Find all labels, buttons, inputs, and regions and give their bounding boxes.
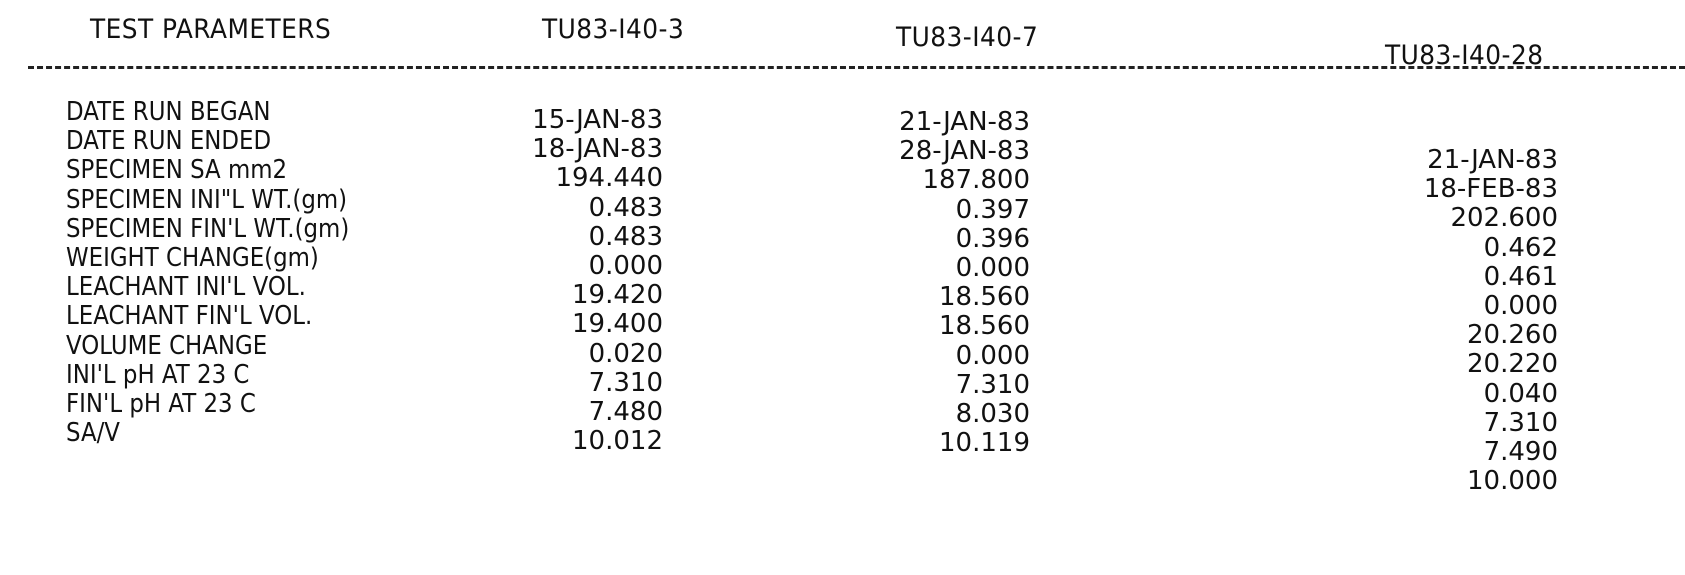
- row-label: SPECIMEN INI"L WT.(gm): [66, 184, 348, 215]
- cell-value: 0.461: [1483, 261, 1558, 292]
- row-label: LEACHANT INI'L VOL.: [66, 272, 306, 303]
- cell-value: 0.000: [955, 340, 1030, 371]
- cell-value: 21-JAN-83: [899, 107, 1030, 137]
- cell-value: 21-JAN-83: [1427, 145, 1558, 175]
- specimen-3-values: 21-JAN-83 18-FEB-83 202.600 0.462 0.461 …: [1300, 145, 1558, 497]
- cell-value: 18.560: [939, 282, 1030, 313]
- cell-value: 20.220: [1467, 349, 1558, 380]
- cell-value: 18.560: [939, 311, 1030, 342]
- cell-value: 20.260: [1467, 320, 1558, 351]
- row-label: SPECIMEN FIN'L WT.(gm): [66, 213, 350, 244]
- row-label: DATE RUN ENDED: [66, 126, 272, 157]
- cell-value: 15-JAN-83: [532, 105, 663, 135]
- cell-value: 7.310: [1483, 407, 1558, 438]
- row-label: INI'L pH AT 23 C: [66, 359, 250, 390]
- cell-value: 18-FEB-83: [1423, 174, 1558, 205]
- cell-value: 194.440: [555, 163, 663, 194]
- specimen-1-values: 15-JAN-83 18-JAN-83 194.440 0.483 0.483 …: [430, 105, 663, 457]
- cell-value: 0.462: [1483, 232, 1558, 263]
- cell-value: 0.000: [955, 252, 1030, 283]
- cell-value: 0.483: [588, 192, 663, 223]
- cell-value: 7.310: [955, 369, 1030, 400]
- header-specimen-1: TU83-I40-3: [542, 14, 685, 45]
- cell-value: 10.000: [1467, 466, 1558, 497]
- cell-value: 19.400: [572, 309, 663, 340]
- cell-value: 7.310: [588, 367, 663, 398]
- row-label: WEIGHT CHANGE(gm): [66, 242, 319, 273]
- cell-value: 0.020: [588, 338, 663, 369]
- cell-value: 0.000: [588, 250, 663, 281]
- cell-value: 7.480: [588, 396, 663, 427]
- cell-value: 0.396: [955, 223, 1030, 254]
- cell-value: 8.030: [955, 398, 1030, 429]
- header-specimen-3: TU83-I40-28: [1385, 40, 1544, 71]
- header-divider: [28, 66, 1685, 69]
- row-label: VOLUME CHANGE: [66, 330, 268, 361]
- cell-value: 0.397: [955, 194, 1030, 225]
- cell-value: 0.040: [1483, 378, 1558, 409]
- cell-value: 10.012: [572, 426, 663, 457]
- cell-value: 19.420: [572, 280, 663, 311]
- header-specimen-2: TU83-I40-7: [896, 22, 1039, 53]
- cell-value: 18-JAN-83: [532, 134, 663, 165]
- cell-value: 10.119: [939, 428, 1030, 459]
- cell-value: 0.483: [588, 221, 663, 252]
- row-label: FIN'L pH AT 23 C: [66, 388, 256, 419]
- cell-value: 187.800: [922, 165, 1030, 196]
- row-label: SPECIMEN SA mm2: [66, 155, 288, 186]
- cell-value: 28-JAN-83: [899, 136, 1030, 167]
- row-label: LEACHANT FIN'L VOL.: [66, 301, 313, 332]
- specimen-2-values: 21-JAN-83 28-JAN-83 187.800 0.397 0.396 …: [780, 107, 1030, 459]
- cell-value: 7.490: [1483, 436, 1558, 467]
- row-label: DATE RUN BEGAN: [66, 97, 271, 127]
- cell-value: 202.600: [1450, 203, 1558, 234]
- header-test-parameters: TEST PARAMETERS: [90, 14, 332, 45]
- parameter-labels: DATE RUN BEGAN DATE RUN ENDED SPECIMEN S…: [66, 97, 388, 449]
- cell-value: 0.000: [1483, 290, 1558, 321]
- row-label: SA/V: [66, 418, 120, 449]
